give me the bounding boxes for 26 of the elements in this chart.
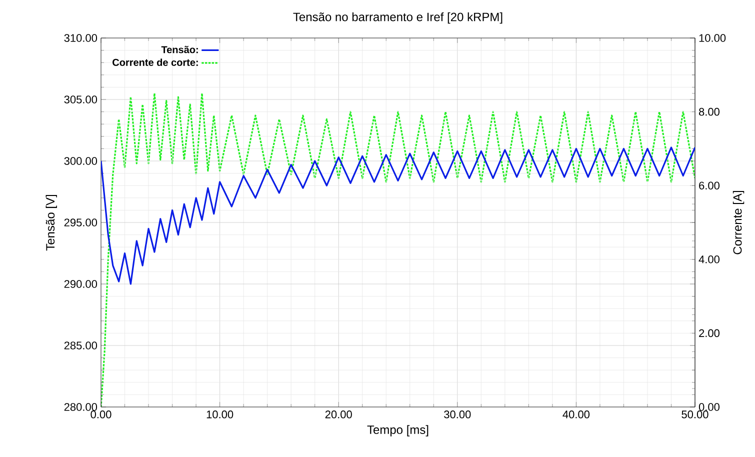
y2-tick-label: 2.00 xyxy=(699,329,720,338)
x-tick-label: 10.00 xyxy=(206,410,234,418)
x-tick-label: 20.00 xyxy=(325,410,352,418)
y-tick-label: 310.00 xyxy=(64,34,98,42)
y-tick-label: 290.00 xyxy=(64,280,98,288)
y2-axis-title: Corrente [A] xyxy=(732,191,744,254)
chart-title: Tensão no barramento e Iref [20 kRPM] xyxy=(293,12,502,24)
legend-label: Corrente de corte: xyxy=(112,58,198,66)
y2-tick-label: 6.00 xyxy=(699,182,720,190)
legend-label: Tensão: xyxy=(161,46,198,54)
y-tick-label: 305.00 xyxy=(64,96,98,104)
y-axis-title: Tensão [V] xyxy=(46,195,57,251)
y-tick-label: 280.00 xyxy=(64,403,98,411)
x-tick-label: 50.00 xyxy=(682,410,708,418)
line-series xyxy=(101,92,695,407)
y2-tick-label: 4.00 xyxy=(698,256,720,264)
y-tick-label: 300.00 xyxy=(64,157,98,165)
y2-tick-label: 10.00 xyxy=(699,34,726,42)
x-tick-label: 40.00 xyxy=(562,410,590,418)
y2-tick-label: 0.00 xyxy=(698,403,720,411)
y-tick-label: 285.00 xyxy=(64,342,98,350)
y-tick-label: 295.00 xyxy=(64,218,98,226)
x-tick-label: 30.00 xyxy=(444,410,471,418)
x-axis-title: Tempo [ms] xyxy=(367,425,428,436)
y2-tick-label: 8.00 xyxy=(698,108,720,116)
x-tick-label: 0.00 xyxy=(90,410,112,418)
